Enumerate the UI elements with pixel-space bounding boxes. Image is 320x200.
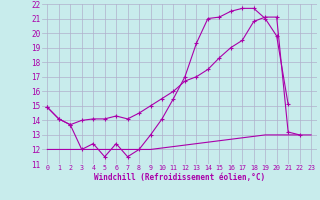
X-axis label: Windchill (Refroidissement éolien,°C): Windchill (Refroidissement éolien,°C) bbox=[94, 173, 265, 182]
